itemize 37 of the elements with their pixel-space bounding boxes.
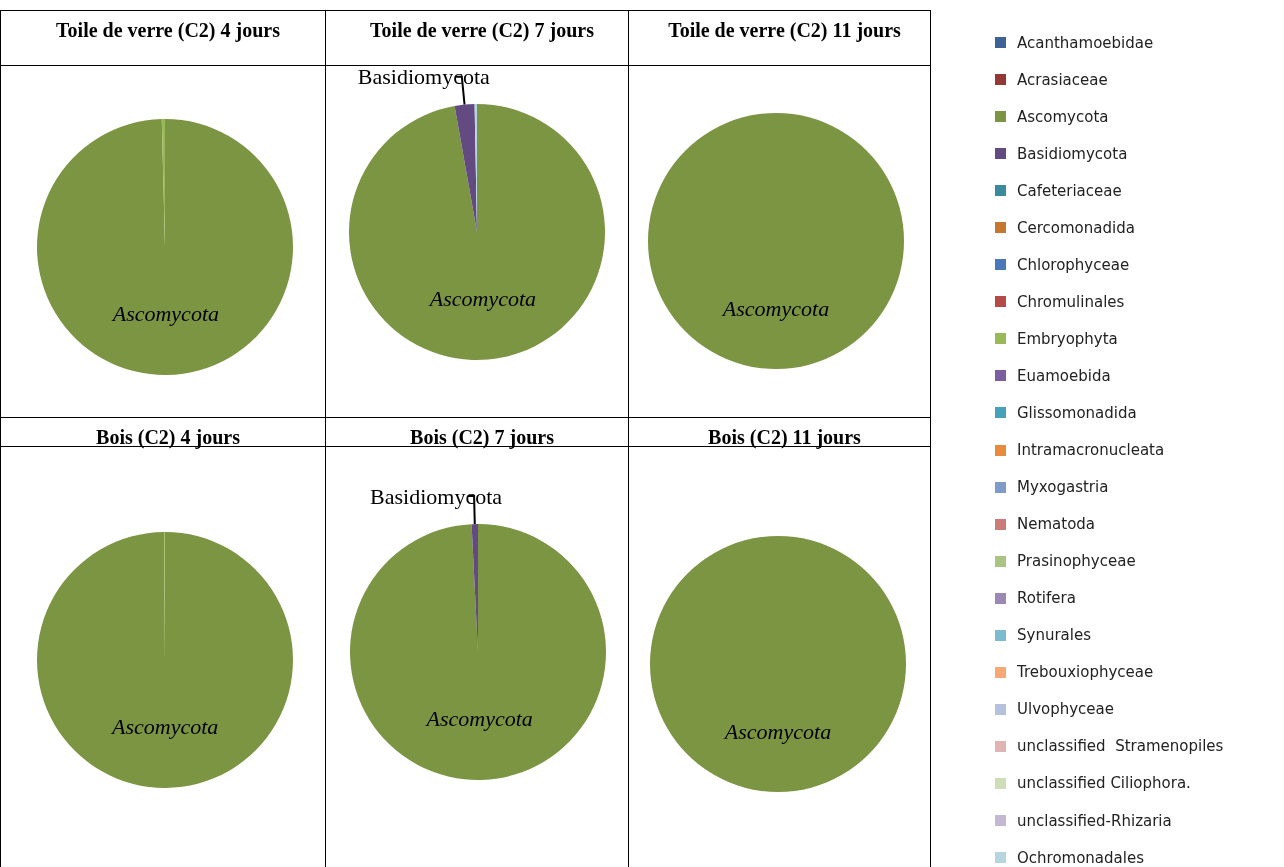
legend-label: Myxogastria: [1017, 478, 1109, 497]
data-label: Ascomycota: [110, 301, 219, 327]
legend-label: Cafeteriaceae: [1017, 181, 1122, 200]
slice-label: Ascomycota: [110, 714, 219, 740]
slice-label: Basidiomycota: [357, 64, 491, 90]
slice-label: Basidiomycota: [370, 483, 503, 509]
slice-label: Ascomycota: [427, 286, 537, 312]
chart-title: Toile de verre (C2) 11 jours: [668, 19, 902, 42]
legend-label: Ascomycota: [1017, 107, 1109, 126]
legend-label: Basidiomycota: [1017, 144, 1128, 163]
legend-label: Nematoda: [1017, 515, 1096, 534]
legend-label: Cercomonadida: [1017, 218, 1135, 237]
chart-title: Bois (C2) 7 jours: [410, 426, 555, 449]
legend-label: unclassified Ciliophora.: [1017, 774, 1191, 793]
legend-label: Embryophyta: [1017, 329, 1118, 348]
legend-label: Trebouxiophyceae: [1017, 663, 1154, 682]
chart-title: Toile de verre (C2) 7 jours: [370, 19, 595, 42]
legend-label: Glissomonadida: [1017, 403, 1137, 422]
legend-label: Chromulinales: [1017, 292, 1125, 311]
slice-label: Ascomycota: [424, 706, 533, 732]
legend-label: Synurales: [1017, 626, 1091, 645]
legend-label: unclassified Stramenopiles: [1017, 737, 1224, 756]
legend-label: Rotifera: [1017, 589, 1076, 608]
chart-title: Toile de verre (C2) 4 jours: [56, 19, 281, 42]
slice-label: Ascomycota: [722, 718, 832, 744]
legend-label: unclassified-Rhizaria: [1017, 811, 1172, 830]
legend-label: Acrasiaceae: [1017, 70, 1108, 89]
legend-label: Ochromonadales: [1017, 848, 1144, 867]
legend-label: Acanthamoebidae: [1017, 33, 1154, 52]
chart-title: Bois (C2) 4 jours: [96, 426, 241, 449]
legend-label: Ulvophyceae: [1017, 700, 1115, 719]
legend-label: Euamoebida: [1017, 366, 1111, 385]
chart-title: Bois (C2) 11 jours: [708, 426, 862, 449]
legend-label: Intramacronucleata: [1017, 441, 1165, 460]
legend-label: Prasinophyceae: [1017, 552, 1136, 571]
legend-label: Chlorophyceae: [1017, 255, 1130, 274]
slice-label: Ascomycota: [720, 295, 830, 321]
